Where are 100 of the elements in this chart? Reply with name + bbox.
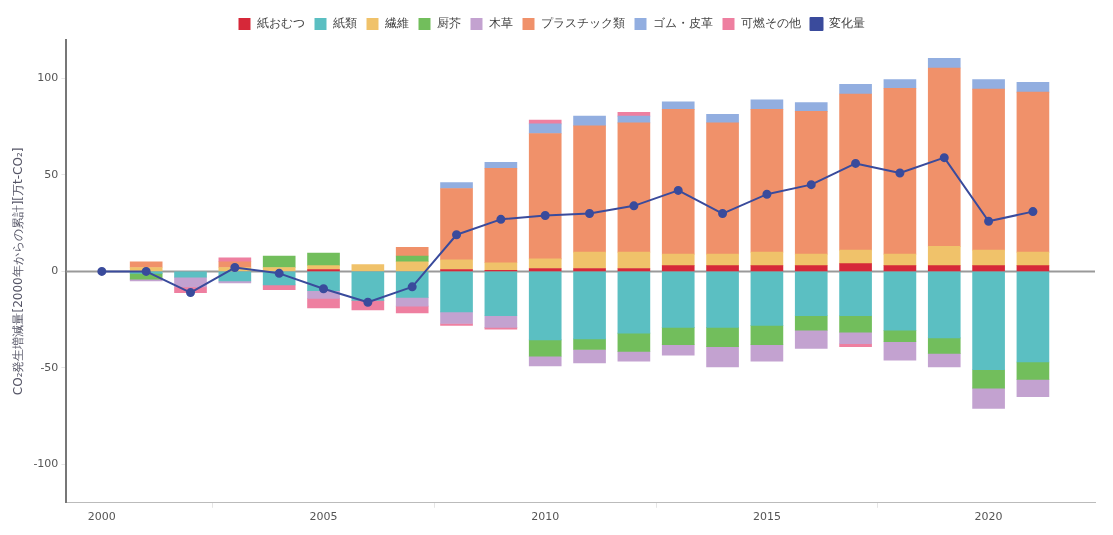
bar — [794, 102, 828, 112]
bar — [1016, 265, 1050, 272]
bar — [573, 349, 606, 364]
bar — [440, 311, 473, 324]
bar — [794, 271, 828, 317]
bar — [351, 264, 385, 272]
point — [186, 288, 196, 298]
x-tick-label: 2015 — [752, 510, 781, 524]
bar — [706, 122, 739, 255]
bar — [706, 271, 739, 328]
bar — [794, 111, 828, 255]
legend-label: 紙類 — [332, 16, 357, 31]
bar — [661, 253, 695, 266]
point — [762, 189, 772, 199]
bar — [883, 87, 917, 255]
bar — [927, 246, 961, 266]
bar — [440, 182, 473, 189]
legend-label: 厨芥 — [436, 16, 461, 31]
bar — [528, 133, 562, 260]
bar — [351, 271, 385, 301]
bar — [750, 344, 784, 362]
bar — [750, 99, 784, 110]
bar — [927, 265, 961, 272]
point — [141, 266, 151, 276]
bar — [794, 329, 828, 349]
point — [452, 230, 462, 240]
bar — [839, 93, 872, 251]
bar — [440, 269, 473, 272]
y-tick-label: 100 — [37, 71, 59, 85]
bar — [573, 338, 606, 350]
bar — [927, 271, 961, 339]
bar — [972, 79, 1005, 90]
bar — [750, 271, 784, 326]
bar — [750, 251, 784, 266]
point — [984, 216, 994, 226]
bar — [307, 252, 340, 266]
bar — [706, 346, 739, 368]
bar — [484, 315, 518, 328]
bar — [706, 265, 739, 272]
bar — [129, 261, 163, 268]
point — [629, 201, 639, 211]
bar — [1016, 91, 1050, 253]
bar — [750, 265, 784, 272]
bar — [839, 263, 872, 272]
point — [851, 158, 861, 168]
bar — [661, 344, 695, 356]
point — [319, 284, 329, 294]
x-tick-label: 2005 — [309, 510, 338, 524]
bar — [927, 57, 961, 69]
bar — [839, 331, 872, 345]
x-tick-label: 2000 — [87, 510, 116, 524]
bar — [794, 315, 828, 331]
bar — [573, 125, 606, 253]
bar — [706, 113, 739, 124]
bar — [528, 268, 562, 272]
bar — [661, 265, 695, 272]
bar — [661, 101, 695, 110]
bar — [927, 67, 961, 247]
bar — [528, 339, 562, 357]
bar — [1016, 82, 1050, 93]
bar — [484, 271, 518, 317]
bar — [972, 387, 1005, 409]
bar — [395, 246, 429, 257]
bar — [794, 265, 828, 272]
point — [939, 153, 949, 163]
bar — [883, 265, 917, 272]
point — [585, 209, 595, 219]
bar — [883, 79, 917, 89]
legend-label: 繊維 — [383, 16, 409, 31]
bar — [794, 253, 828, 266]
point — [718, 209, 728, 219]
bar — [440, 271, 473, 313]
bar — [839, 271, 872, 317]
y-tick-label: -100 — [33, 457, 59, 471]
legend-label: 木草 — [488, 16, 513, 31]
bar — [573, 271, 606, 340]
bar — [617, 251, 651, 269]
point — [230, 263, 240, 273]
legend-label: 可燃その他 — [740, 16, 801, 31]
bar — [617, 268, 651, 272]
bar — [927, 337, 961, 354]
bar — [484, 167, 518, 264]
bar — [573, 251, 606, 269]
bar — [661, 271, 695, 328]
legend-label: 変化量 — [828, 16, 865, 31]
bar — [395, 305, 429, 314]
point — [806, 180, 816, 190]
bar — [972, 88, 1005, 251]
bar — [661, 326, 695, 346]
bar — [839, 84, 872, 95]
y-axis-title: CO₂発生増減量[2000年からの累計][万t-CO₂] — [11, 147, 26, 396]
bar — [1016, 379, 1050, 398]
point — [97, 266, 107, 276]
bar — [174, 271, 207, 278]
bar — [262, 284, 296, 291]
bar — [972, 249, 1005, 266]
y-tick-label: -50 — [40, 360, 59, 374]
bar — [1016, 271, 1050, 363]
bar — [839, 249, 872, 265]
point — [1028, 207, 1038, 217]
